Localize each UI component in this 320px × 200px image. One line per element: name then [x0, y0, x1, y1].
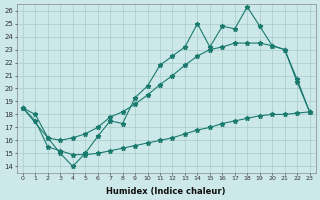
X-axis label: Humidex (Indice chaleur): Humidex (Indice chaleur) [107, 187, 226, 196]
